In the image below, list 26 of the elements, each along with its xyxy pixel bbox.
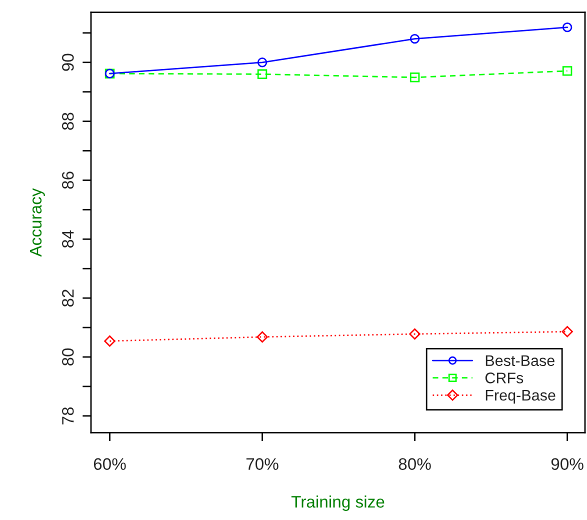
x-tick-label: 90% (551, 458, 584, 470)
y-tick-label: 86 (62, 172, 74, 189)
legend-label: Best-Base (486, 355, 554, 366)
x-tick-label: 70% (246, 458, 278, 470)
point (410, 34, 420, 44)
point (257, 69, 268, 80)
point (562, 22, 572, 32)
y-tick-label: 90 (62, 54, 74, 71)
y-tick-label: 80 (62, 348, 74, 366)
y-tick-label: 88 (62, 112, 74, 130)
point (104, 335, 116, 347)
y-tick-label: 78 (62, 407, 74, 424)
point (562, 66, 572, 76)
y-tick-label: 82 (62, 290, 74, 307)
x-tick-label: 80% (398, 458, 431, 470)
y-axis-title: Accuracy (30, 188, 45, 257)
point (410, 72, 420, 82)
x-axis-title: Training size (291, 495, 384, 511)
point (409, 328, 420, 340)
y-tick-label: 84 (62, 230, 74, 248)
legend-label: CRFs (485, 372, 524, 384)
point (256, 331, 268, 343)
x-tick-label: 60% (94, 458, 126, 470)
point (257, 58, 268, 68)
legend-label: Freq-Base (486, 390, 556, 404)
point (562, 326, 573, 338)
